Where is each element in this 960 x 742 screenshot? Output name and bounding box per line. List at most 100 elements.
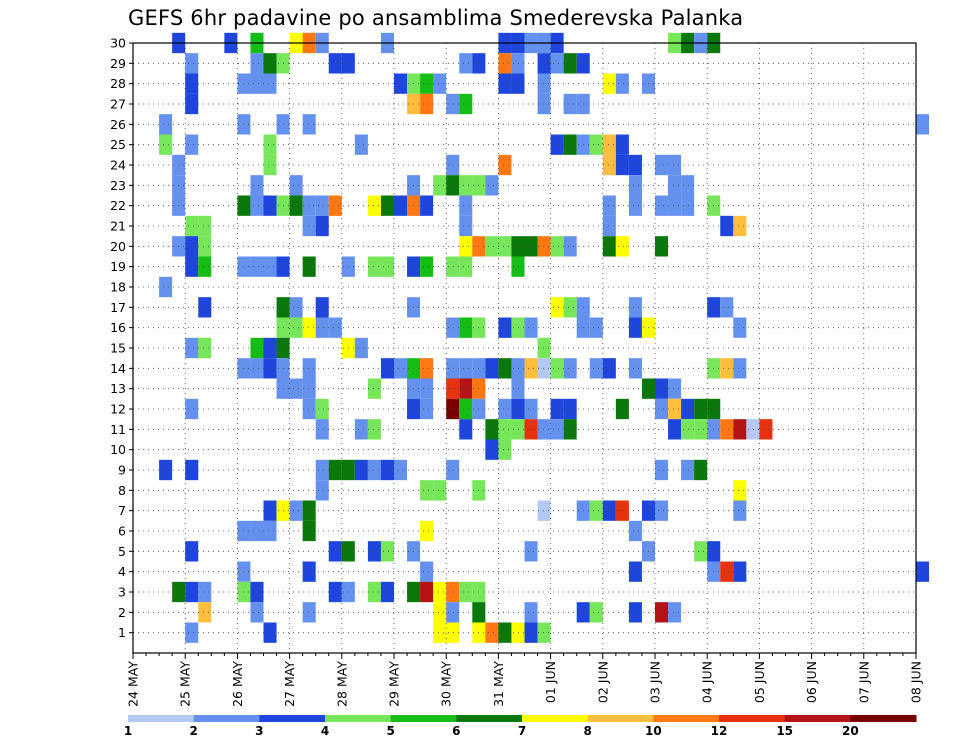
heatmap-cell [289, 317, 303, 338]
heatmap-cell [602, 195, 616, 216]
colorbar-label: 6 [452, 724, 460, 738]
heatmap-cell [446, 256, 460, 277]
heatmap-cell [367, 256, 381, 277]
heatmap-cell [420, 358, 434, 379]
heatmap-cell [394, 73, 408, 94]
heatmap-cell [681, 419, 695, 440]
heatmap-cell [367, 581, 381, 603]
heatmap-cell [733, 480, 747, 501]
y-tick-label: 5 [118, 544, 126, 559]
heatmap-cell [446, 602, 460, 623]
heatmap-cell [485, 236, 499, 257]
heatmap-cell [380, 195, 394, 216]
heatmap-cell [694, 419, 708, 440]
heatmap-cell [589, 358, 603, 379]
heatmap-cell [498, 154, 512, 176]
heatmap-cell [511, 398, 525, 420]
heatmap-cell [302, 358, 316, 379]
colorbar-swatch [325, 715, 392, 722]
heatmap-cell [537, 53, 551, 74]
heatmap-cell [589, 134, 603, 155]
heatmap-cell [694, 398, 708, 420]
heatmap-cell [602, 215, 616, 237]
heatmap-cell [263, 195, 277, 216]
heatmap-cell [289, 500, 303, 521]
colorbar-swatch [587, 715, 654, 722]
heatmap-cell [250, 73, 264, 94]
heatmap-cell [420, 398, 434, 420]
heatmap-cell [263, 53, 277, 74]
x-tick-label: 05 JUN [752, 661, 767, 703]
heatmap-cell [354, 419, 368, 440]
heatmap-cell [198, 602, 212, 623]
heatmap-cell [733, 419, 747, 440]
y-tick-label: 4 [118, 564, 126, 579]
y-tick-label: 15 [110, 341, 126, 356]
heatmap-cell [433, 581, 447, 603]
y-tick-label: 1 [118, 625, 126, 640]
colorbar-swatch [390, 715, 457, 722]
heatmap-cell [459, 419, 473, 440]
heatmap-cell [263, 622, 277, 643]
heatmap-cell [589, 500, 603, 521]
heatmap-cell [524, 419, 538, 440]
heatmap-cell [498, 358, 512, 379]
colorbar-label: 7 [518, 724, 526, 738]
heatmap-cell [916, 561, 930, 582]
heatmap-cell [550, 53, 564, 74]
heatmap-cell [628, 561, 642, 582]
heatmap-cell [315, 398, 329, 420]
heatmap-cell [668, 602, 682, 623]
heatmap-cell [485, 419, 499, 440]
heatmap-cell [185, 73, 199, 94]
heatmap-cell [289, 378, 303, 399]
heatmap-cell [563, 358, 577, 379]
heatmap-cell [420, 480, 434, 501]
heatmap-cell [589, 602, 603, 623]
heatmap-cell [511, 317, 525, 338]
heatmap-cell [420, 195, 434, 216]
y-tick-label: 11 [110, 422, 126, 437]
heatmap-cell [498, 419, 512, 440]
heatmap-cell [524, 602, 538, 623]
heatmap-cell [250, 175, 264, 196]
heatmap-cell [302, 520, 316, 542]
heatmap-cell [537, 500, 551, 521]
heatmap-cell [185, 541, 199, 562]
heatmap-cell [198, 297, 212, 318]
colorbar: 1 2 3 4 5 6 7 8 10 12 15 20 [124, 715, 917, 738]
heatmap-cell [315, 317, 329, 338]
heatmap-cell [433, 175, 447, 196]
heatmap-cell [655, 378, 669, 399]
y-tick-label: 23 [110, 178, 126, 193]
heatmap-cell [302, 561, 316, 582]
heatmap-cell [511, 378, 525, 399]
heatmap-cell [185, 337, 199, 359]
heatmap-cell [615, 134, 629, 155]
heatmap-cell [250, 581, 264, 603]
heatmap-cell [485, 439, 499, 460]
y-tick-label: 9 [118, 463, 126, 478]
heatmap-cell [459, 256, 473, 277]
heatmap-cell [380, 459, 394, 481]
x-tick-label: 24 MAY [126, 661, 141, 707]
heatmap-cell [459, 93, 473, 115]
heatmap-cell [524, 236, 538, 257]
heatmap-cell [498, 73, 512, 94]
heatmap-cell [511, 622, 525, 643]
heatmap-cell [563, 134, 577, 155]
heatmap-cell [159, 276, 173, 298]
heatmap-cell [159, 459, 173, 481]
colorbar-swatch [456, 715, 523, 722]
heatmap-cell [537, 358, 551, 379]
heatmap-cell [537, 73, 551, 94]
heatmap-cell [681, 175, 695, 196]
heatmap-cell [315, 195, 329, 216]
heatmap-cell [563, 236, 577, 257]
heatmap-cell [185, 53, 199, 74]
heatmap-cell [511, 358, 525, 379]
heatmap-cell [498, 317, 512, 338]
heatmap-cell [537, 93, 551, 115]
heatmap-cell [185, 215, 199, 237]
heatmap-cell [550, 419, 564, 440]
